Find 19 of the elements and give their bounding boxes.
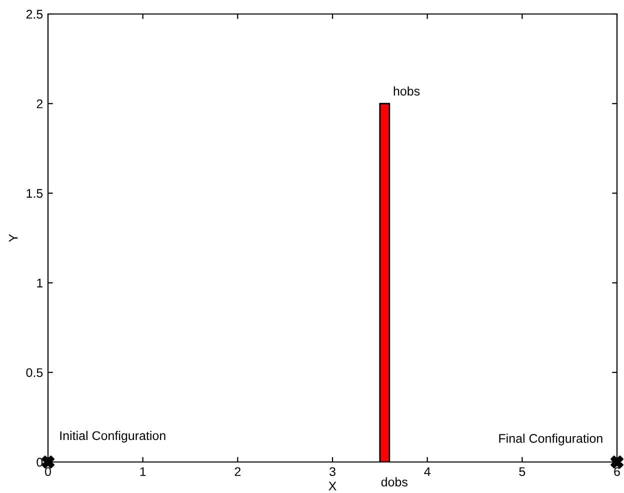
y-tick-label: 2.5: [26, 10, 43, 19]
x-tick-label: 0: [45, 467, 51, 476]
x-axis-title: X: [328, 482, 336, 490]
annotation: Initial Configuration: [60, 430, 166, 443]
y-tick-label: 1.5: [26, 189, 43, 198]
annotation: dobs: [381, 477, 408, 486]
y-tick-label: 2: [36, 99, 43, 108]
y-tick-label: 0.5: [26, 368, 43, 378]
y-axis-title: Y: [9, 234, 18, 242]
x-tick-label: 3: [330, 467, 336, 476]
x-tick-label: 6: [614, 467, 620, 476]
annotation: hobs: [394, 86, 420, 96]
y-tick-label: 1: [37, 278, 43, 288]
annotation: Final Configuration: [499, 434, 602, 446]
x-tick-label: 1: [140, 467, 146, 476]
y-tick-label: 0: [36, 458, 43, 467]
x-tick-label: 2: [234, 467, 241, 476]
x-tick-label: 5: [519, 467, 526, 476]
x-tick-label: 4: [424, 467, 430, 476]
